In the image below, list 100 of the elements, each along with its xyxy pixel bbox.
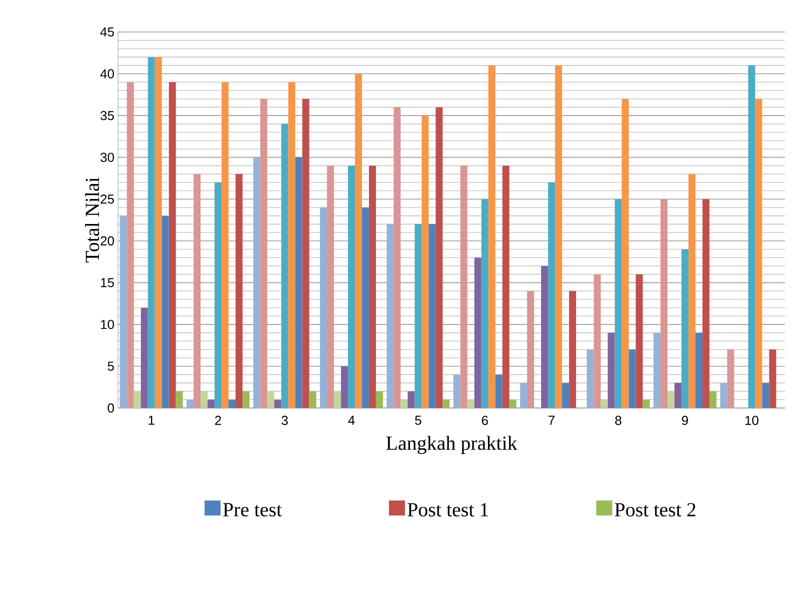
bar	[727, 350, 734, 408]
x-tick-label: 8	[615, 416, 622, 426]
bar	[288, 82, 296, 408]
bar	[762, 382, 770, 408]
bar	[688, 174, 696, 408]
bar	[368, 166, 376, 408]
x-axis-title: Langkah praktik	[386, 436, 518, 454]
bar	[467, 400, 474, 408]
bar	[140, 308, 148, 408]
bar	[148, 57, 155, 408]
bar	[168, 82, 176, 408]
bar	[208, 400, 215, 408]
bar	[186, 400, 194, 408]
bar	[608, 332, 615, 408]
bar	[228, 400, 236, 408]
x-tick-label: 4	[348, 416, 355, 425]
bar	[309, 391, 316, 408]
bar	[334, 391, 341, 408]
bar	[354, 74, 362, 408]
y-tick-label: 45	[100, 27, 114, 37]
legend-label: Pre test	[223, 503, 282, 516]
bar	[755, 98, 762, 408]
x-tick-label: 2	[215, 416, 222, 425]
bar	[214, 182, 222, 408]
y-tick-label: 10	[101, 320, 114, 330]
y-tick-label: 20	[100, 236, 114, 246]
bar	[162, 216, 169, 408]
bar	[520, 382, 528, 408]
bar	[386, 224, 394, 408]
bar	[748, 65, 756, 408]
bar	[376, 391, 383, 408]
bar	[720, 382, 728, 408]
legend-label: Post test 2	[614, 503, 696, 516]
bar	[562, 382, 570, 408]
bar	[408, 391, 415, 408]
bar	[394, 107, 401, 408]
bar	[509, 400, 516, 408]
bar	[622, 98, 629, 408]
x-tick-label: 7	[548, 416, 555, 425]
bar	[488, 65, 496, 408]
bar	[769, 350, 776, 408]
bar	[636, 274, 643, 408]
bar	[681, 249, 688, 408]
bar	[120, 216, 127, 408]
y-tick-label: 5	[108, 362, 114, 371]
bar	[600, 400, 608, 408]
y-tick-label: 40	[100, 69, 114, 78]
y-tick-label: 15	[101, 278, 114, 288]
y-tick-label: 35	[100, 110, 114, 120]
y-tick-label: 30	[100, 152, 114, 162]
bar	[614, 199, 622, 408]
bar	[176, 391, 183, 408]
bar	[126, 82, 134, 408]
bar	[281, 124, 288, 408]
bar	[541, 266, 548, 408]
bar	[674, 382, 682, 408]
bar	[242, 391, 250, 408]
y-tick-label: 0	[108, 403, 114, 413]
bar	[502, 166, 510, 408]
bar	[414, 224, 422, 408]
bar	[236, 174, 243, 408]
x-tick-label: 5	[415, 416, 422, 425]
bar	[274, 400, 282, 408]
bar	[702, 199, 710, 408]
bar	[362, 207, 369, 408]
bar	[428, 224, 436, 408]
y-axis-title: Total Nilai	[85, 177, 100, 263]
x-tick-label: 1	[148, 416, 154, 425]
x-tick-label: 6	[482, 416, 488, 426]
x-tick-label: 10	[745, 416, 758, 426]
x-tick-label: 9	[682, 416, 688, 426]
bar	[527, 291, 534, 408]
bar	[200, 391, 208, 408]
bar	[667, 391, 674, 408]
bar	[474, 258, 482, 408]
bar	[267, 391, 274, 408]
bar	[586, 350, 594, 408]
x-tick-label: 3	[282, 416, 288, 426]
bar	[594, 274, 601, 408]
bar	[154, 57, 162, 408]
bar	[460, 166, 468, 408]
bar	[660, 199, 668, 408]
y-tick-label: 25	[100, 194, 114, 204]
bar	[302, 98, 310, 408]
bar	[400, 400, 408, 408]
bar	[194, 174, 201, 408]
bar	[340, 366, 348, 408]
bar	[453, 374, 460, 408]
bar	[260, 98, 268, 408]
bar	[320, 207, 327, 408]
bar	[481, 199, 488, 408]
bar	[569, 291, 576, 408]
bar	[348, 166, 355, 408]
bar	[709, 391, 716, 408]
bar	[436, 107, 443, 408]
bar	[442, 400, 450, 408]
bar	[628, 350, 636, 408]
bar	[555, 65, 562, 408]
bar	[295, 157, 302, 408]
bar	[548, 182, 556, 408]
